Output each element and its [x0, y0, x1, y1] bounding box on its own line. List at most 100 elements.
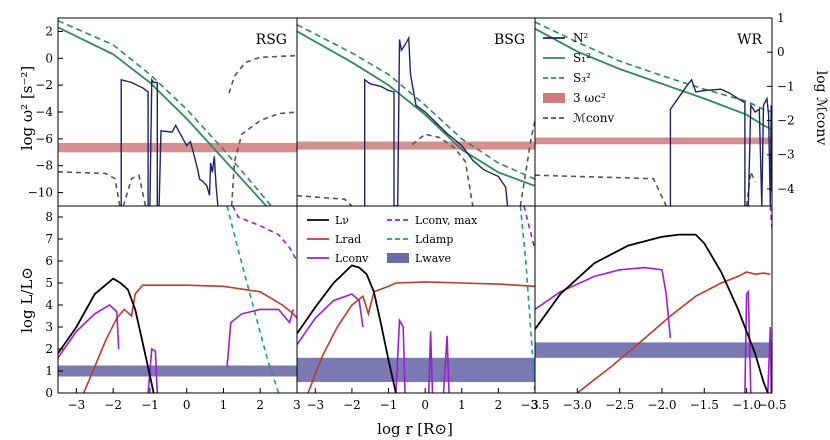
x-tick-label: −2 [343, 398, 361, 412]
mconv-line [122, 174, 147, 206]
y-right-tick-label: −1 [777, 79, 795, 93]
x-tick-label: 3 [531, 398, 539, 412]
omega-band [58, 142, 297, 153]
x-axis-label: log r [R⊙] [377, 420, 453, 438]
s3-line [58, 19, 273, 206]
x-tick-label: −3.0 [563, 398, 592, 412]
s1-line [297, 30, 535, 187]
x-tick-label: −1 [141, 398, 159, 412]
plot-area [535, 21, 772, 206]
mconv-line [519, 120, 535, 206]
y-right-tick-label: −3 [777, 148, 795, 162]
x-tick-label: 1 [220, 398, 228, 412]
lwave-band [297, 357, 535, 382]
x-tick-label: 3 [293, 398, 301, 412]
y-right-tick-label: 1 [777, 11, 785, 25]
omega-band [535, 137, 772, 145]
lconv-line [226, 308, 295, 367]
lconv-line [147, 347, 159, 393]
y-tick-label: −2 [35, 78, 53, 92]
x-tick-label: −1.0 [732, 398, 761, 412]
y-tick-label: −4 [35, 105, 53, 119]
y-tick-label: 2 [45, 342, 53, 356]
y-tick-label: 1 [45, 364, 53, 378]
x-tick-label: −3.5 [520, 398, 549, 412]
top-panel-wr: WR 1 0 −1 −2 −3 −4 N² S₁² S₃² 3 ωc² ℳconv [534, 11, 795, 207]
plot-area [58, 206, 297, 393]
top-panel-bsg: BSG [296, 17, 536, 207]
x-tick-label: −2.5 [605, 398, 634, 412]
lconvmax-line [231, 206, 297, 262]
lconv-line [395, 317, 406, 393]
y-right-tick-label: 0 [777, 45, 785, 59]
y-tick-label: 5 [45, 276, 53, 290]
y-tick-label: −10 [28, 186, 53, 200]
bottom-panel-bsg: −3 −2 −1 0 1 2 3 Lν Lconv, max Lrad Ldamp Lconv Lwav… [296, 205, 539, 412]
legend-swatch [387, 253, 409, 263]
x-tick-label: −1.5 [690, 398, 719, 412]
lnu-line [535, 233, 769, 393]
legend-label-lconv: Lconv [335, 252, 369, 265]
legend-label-mconv: ℳconv [573, 111, 615, 125]
s3-line [535, 21, 772, 113]
lrad-line [576, 271, 771, 393]
legend-label-lwave: Lwave [415, 252, 451, 265]
x-tick-label: 2 [256, 398, 264, 412]
mconv-line [58, 171, 121, 206]
legend-label-omega: 3 ωc² [573, 91, 606, 105]
plot-area [535, 206, 772, 393]
x-tick-label: −0.5 [757, 398, 786, 412]
lrad-line [82, 284, 297, 393]
legend-label-ldamp: Ldamp [415, 233, 453, 246]
top-ylabel-right: log ℳconv [813, 71, 829, 146]
y-right-tick-label: −4 [777, 182, 795, 196]
y-tick-label: −6 [35, 132, 53, 146]
y-tick-label: 8 [45, 210, 53, 224]
lconv-line [744, 289, 752, 393]
lconv-line [767, 326, 772, 393]
plot-area [297, 23, 535, 206]
bottom-panel-wr: −3.5 −3.0 −2.5 −2.0 −1.5 −1.0−0.5 [520, 205, 787, 412]
lconv-line [297, 293, 364, 346]
panel-label-wr: WR [737, 32, 762, 48]
x-tick-label: −2.0 [647, 398, 676, 412]
y-tick-label: 7 [45, 232, 53, 246]
mconv-line [535, 174, 667, 206]
x-tick-label: −2 [104, 398, 122, 412]
x-tick-label: 1 [458, 398, 466, 412]
omega-band [297, 141, 535, 150]
ldamp-line [519, 206, 535, 393]
s1-line [58, 26, 268, 206]
mconv-line [297, 194, 353, 206]
legend-swatch [543, 93, 565, 103]
legend-label-lnu: Lν [335, 214, 349, 227]
lwave-band [535, 342, 772, 358]
plot-area [297, 206, 535, 393]
mconv-line [230, 111, 297, 206]
bottom-panel-rsg: 0 1 2 3 4 5 6 7 8 −3 −2 −1 0 1 2 3 [45, 205, 301, 412]
lconv-line [535, 266, 672, 339]
y-tick-label: 3 [45, 320, 53, 334]
panel-frame [534, 205, 773, 394]
x-tick-label: 0 [183, 398, 191, 412]
panel-label-bsg: BSG [494, 32, 525, 48]
n2-line [364, 35, 509, 206]
plot-area [58, 19, 297, 206]
y-right-tick-label: −2 [777, 114, 795, 128]
mconv-line [411, 133, 474, 206]
lconv-line [428, 331, 434, 393]
lwave-band [58, 365, 297, 377]
x-tick-label: 0 [421, 398, 429, 412]
y-tick-label: −8 [35, 159, 53, 173]
y-tick-label: 4 [45, 298, 53, 312]
n2-line [120, 77, 219, 206]
top-panel-rsg: RSG 2 0 −2 −4 −6 −8 −10 [28, 17, 298, 207]
y-tick-label: 0 [45, 386, 53, 400]
x-tick-label: −1 [380, 398, 398, 412]
x-tick-label: −3 [68, 398, 86, 412]
legend-label-s1: S₁² [573, 51, 591, 65]
legend-label-lconvmax: Lconv, max [415, 214, 478, 227]
legend-label-s3: S₃² [573, 71, 591, 85]
